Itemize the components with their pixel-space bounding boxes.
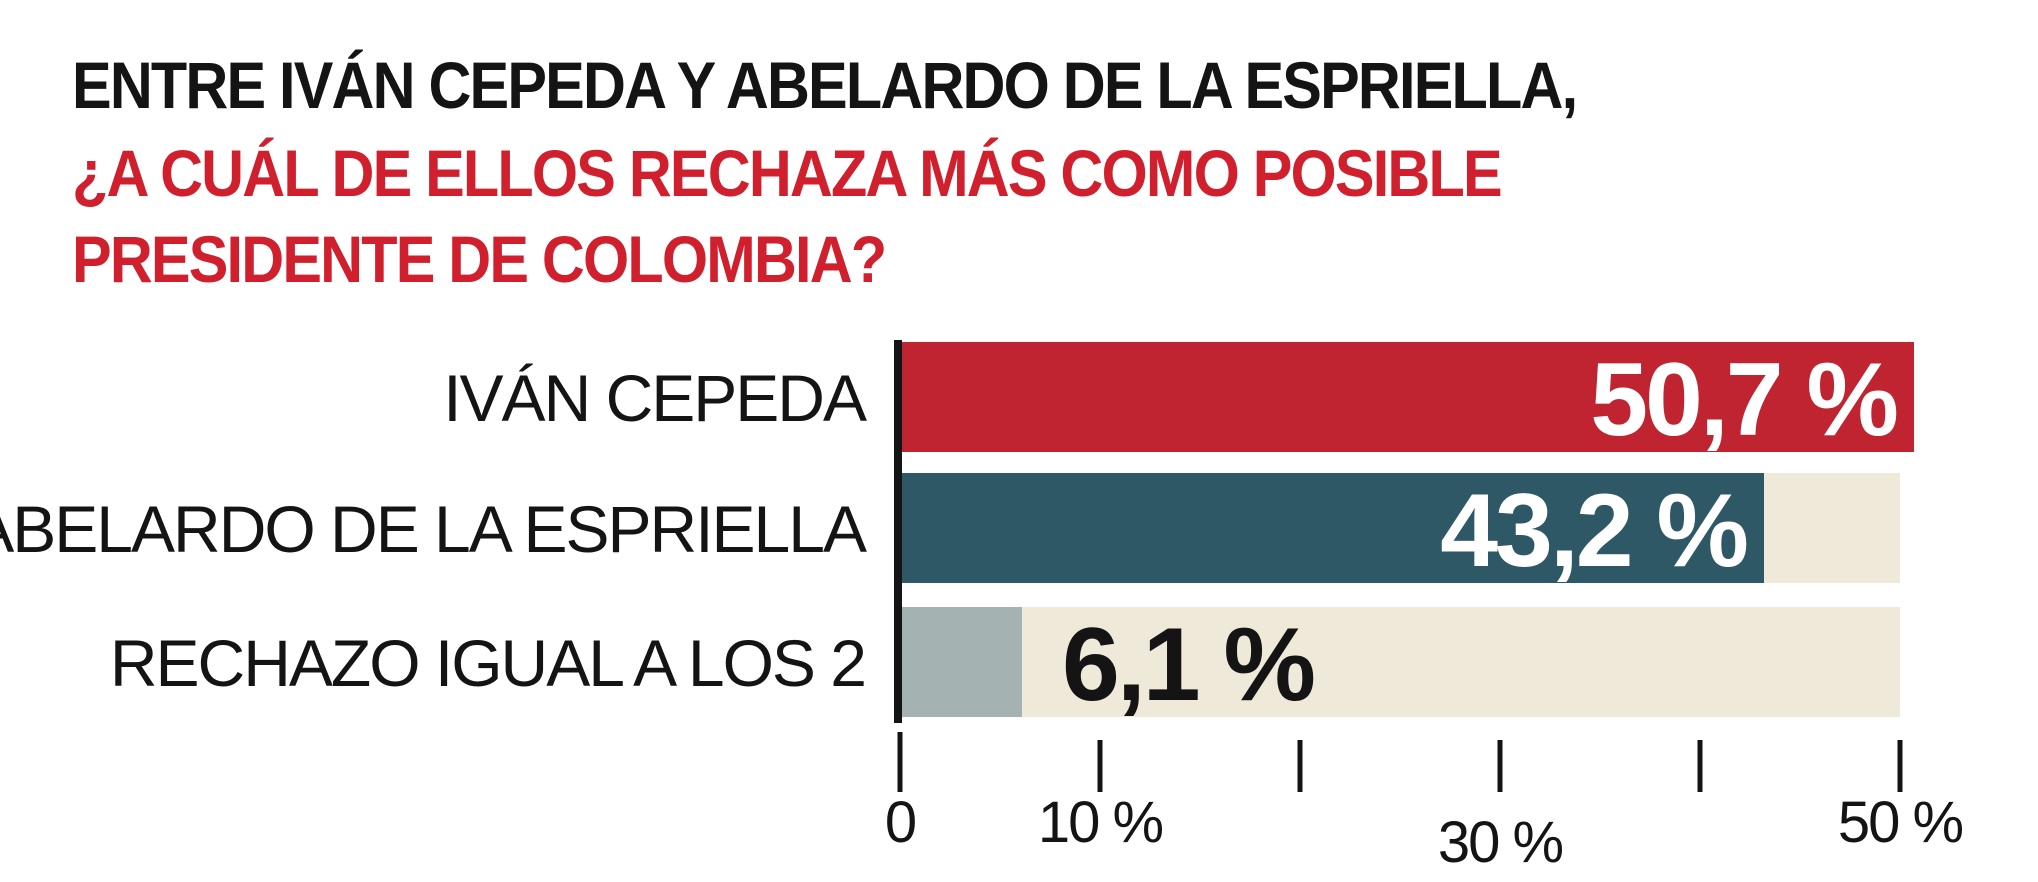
tick-label-10: 10 %: [1038, 790, 1163, 855]
category-label-rechazo-igual: RECHAZO IGUAL A LOS 2: [110, 626, 865, 700]
chart-title-line-1: ENTRE IVÁN CEPEDA Y ABELARDO DE LA ESPRI…: [72, 48, 1578, 122]
tick-label-30: 30 %: [1438, 810, 1563, 875]
value-label-rechazo-igual: 6,1 %: [1062, 607, 1313, 723]
chart-title-line-2: ¿A CUÁL DE ELLOS RECHAZA MÁS COMO POSIBL…: [72, 136, 1503, 210]
bar-rechazo-igual: [900, 607, 1022, 717]
bar-ivan-cepeda: [900, 342, 1914, 452]
tick-label-0: 0: [885, 790, 915, 855]
tick-label-50: 50 %: [1838, 790, 1963, 855]
bar-track-rechazo-igual: [900, 607, 1900, 717]
value-label-ivan-cepeda: 50,7 %: [1590, 342, 1896, 458]
category-label-abelardo-de-la-espriella: ABELARDO DE LA ESPRIELLA: [0, 492, 867, 566]
chart-title-line-3: PRESIDENTE DE COLOMBIA?: [72, 222, 887, 296]
value-label-abelardo-de-la-espriella: 43,2 %: [1440, 473, 1746, 589]
bar-abelardo-de-la-espriella: [900, 473, 1764, 583]
category-label-ivan-cepeda: IVÁN CEPEDA: [443, 361, 867, 435]
